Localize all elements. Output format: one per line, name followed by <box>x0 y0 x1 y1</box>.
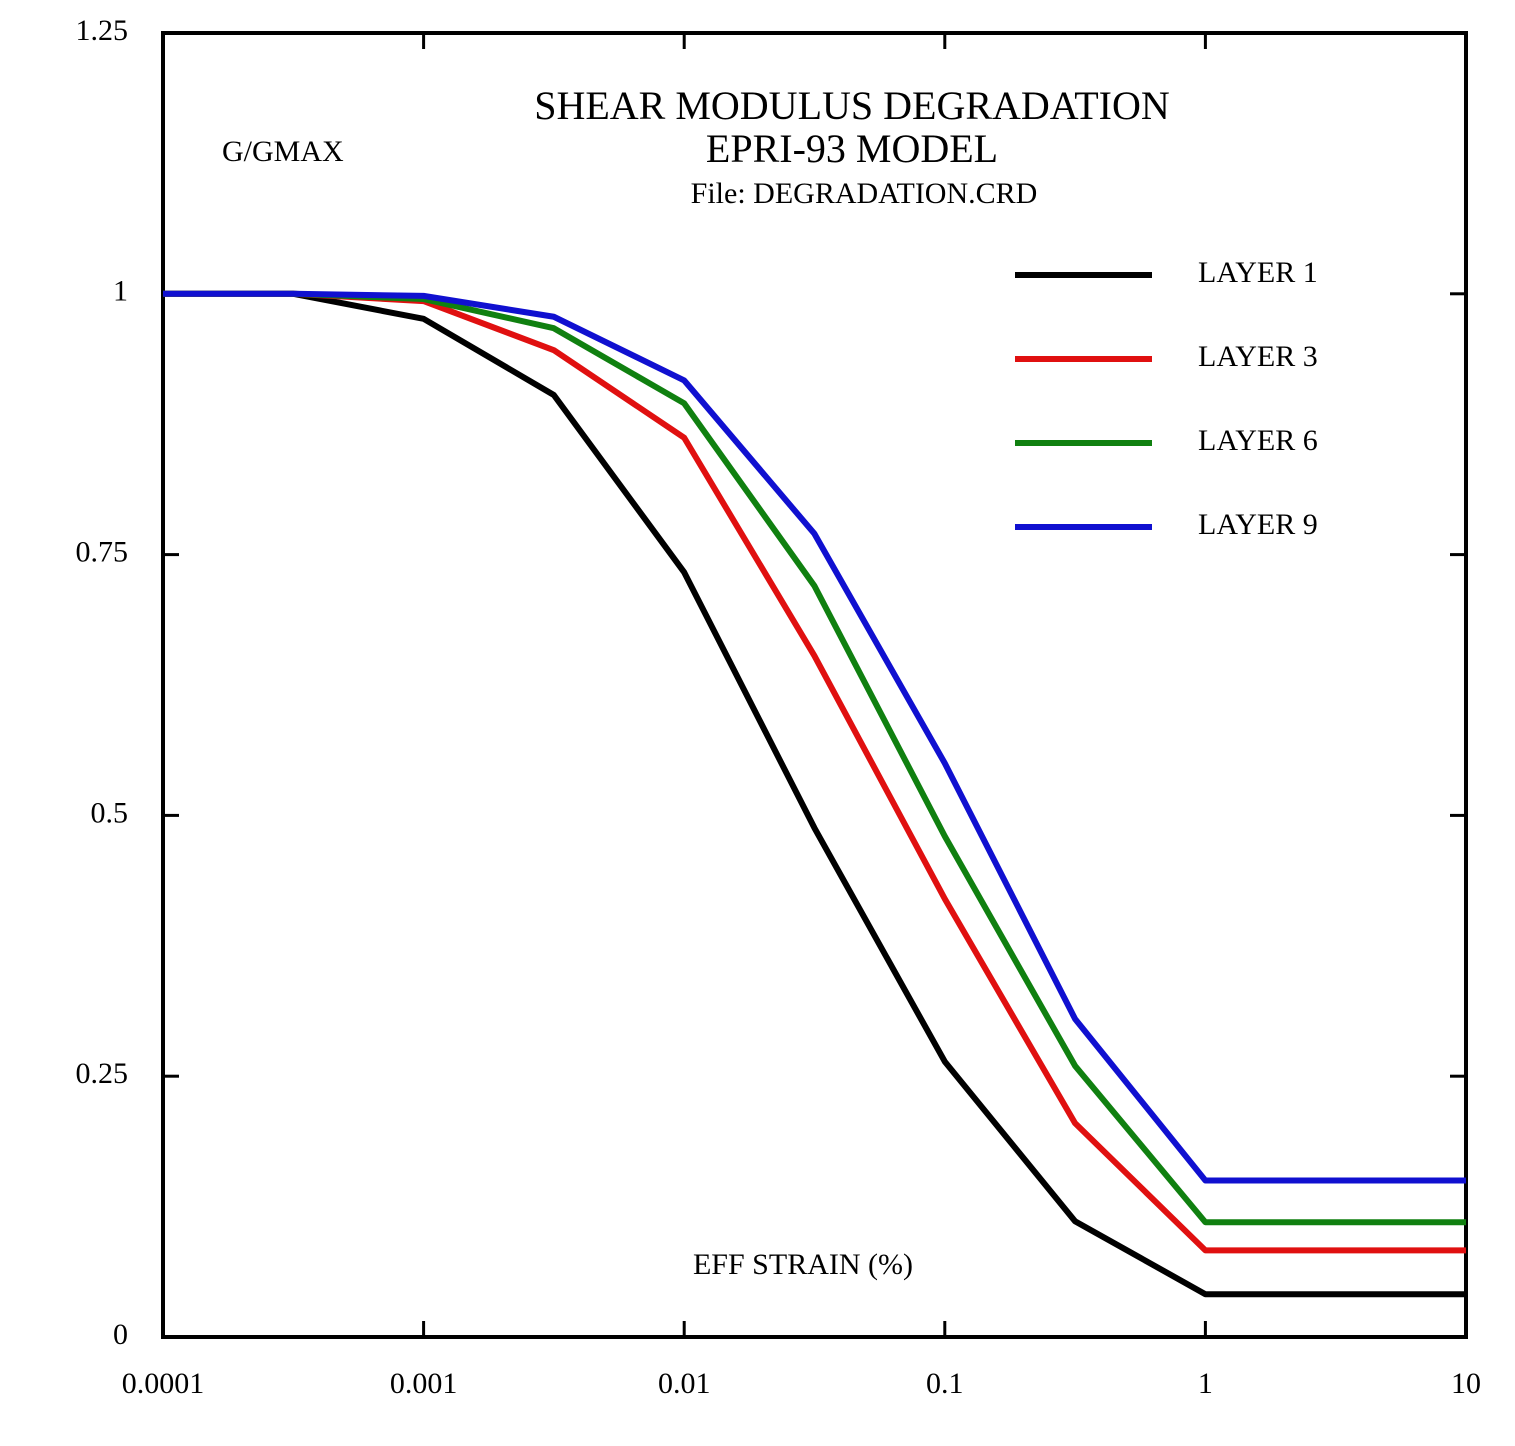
legend-label: LAYER 1 <box>1198 256 1318 289</box>
y-tick-label: 0 <box>113 1318 128 1351</box>
plot-frame <box>161 31 1468 1339</box>
y-tick-label: 0.25 <box>76 1057 129 1090</box>
legend-label: LAYER 6 <box>1198 424 1318 457</box>
chart-subtitle: EPRI-93 MODEL <box>706 126 998 171</box>
file-label: File: DEGRADATION.CRD <box>691 177 1038 210</box>
y-tick-label: 0.5 <box>91 796 129 829</box>
y-tick-label: 1.25 <box>76 14 129 47</box>
x-tick-label: 0.001 <box>390 1367 458 1400</box>
chart-title: SHEAR MODULUS DEGRADATION <box>534 83 1170 128</box>
legend-label: LAYER 3 <box>1198 340 1318 373</box>
x-tick-label: 0.0001 <box>122 1367 205 1400</box>
y-tick-label: 0.75 <box>76 535 129 568</box>
y-tick-label: 1 <box>113 275 128 308</box>
y-axis-label: G/GMAX <box>222 135 344 168</box>
series-line <box>163 290 1466 1184</box>
x-tick-label: 0.1 <box>926 1367 964 1400</box>
legend-label: LAYER 9 <box>1198 508 1318 541</box>
x-axis-label: EFF STRAIN (%) <box>693 1248 913 1281</box>
x-tick-label: 1 <box>1198 1367 1213 1400</box>
series-line <box>163 290 1466 1298</box>
x-tick-label: 0.01 <box>658 1367 711 1400</box>
x-tick-label: 10 <box>1451 1367 1481 1400</box>
